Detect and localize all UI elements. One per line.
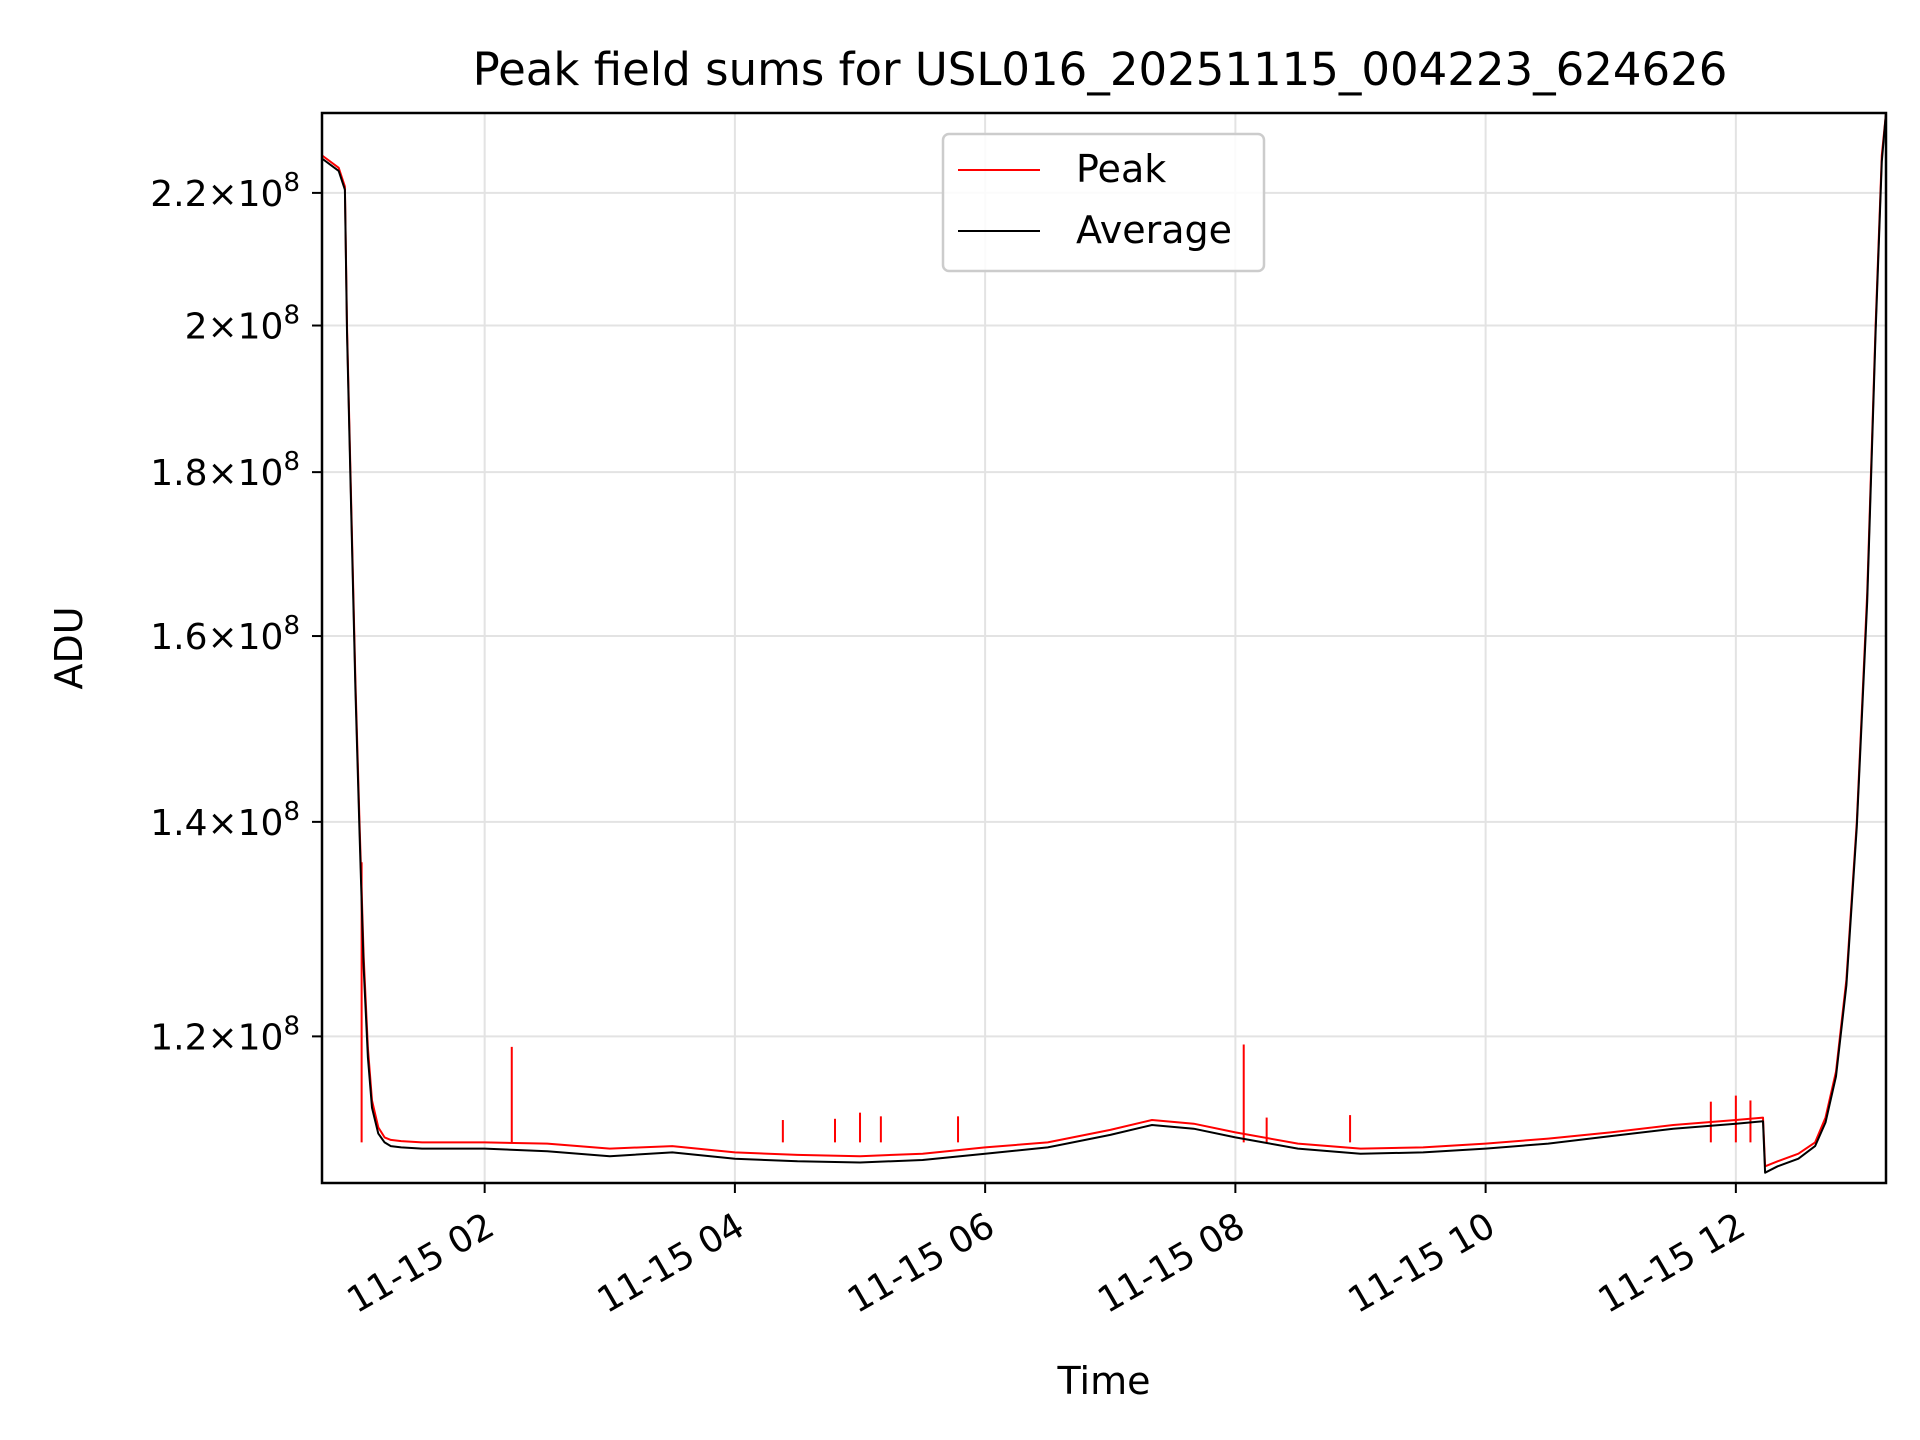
grid [322, 113, 1886, 1183]
legend-label-peak: Peak [1076, 147, 1166, 191]
y-tick-label: 1.6×108 [150, 611, 300, 658]
legend-label-average: Average [1076, 208, 1232, 252]
y-tick-label: 1.8×108 [150, 447, 300, 494]
series-layer [322, 113, 1886, 1174]
chart-title: Peak field sums for USL016_20251115_0042… [473, 43, 1728, 96]
y-axis-label: ADU [47, 606, 91, 689]
plot-frame [320, 111, 1888, 1185]
y-tick-label: 2×108 [185, 301, 300, 348]
legend-box [941, 132, 1266, 273]
legend: Peak Average [941, 132, 1266, 273]
y-tick-label: 1.2×108 [150, 1011, 300, 1058]
y-tick-label: 2.2×108 [150, 168, 300, 215]
y-tick-label: 1.4×108 [150, 797, 300, 844]
x-axis-label: Time [1057, 1359, 1151, 1403]
series-line-average [322, 113, 1886, 1174]
